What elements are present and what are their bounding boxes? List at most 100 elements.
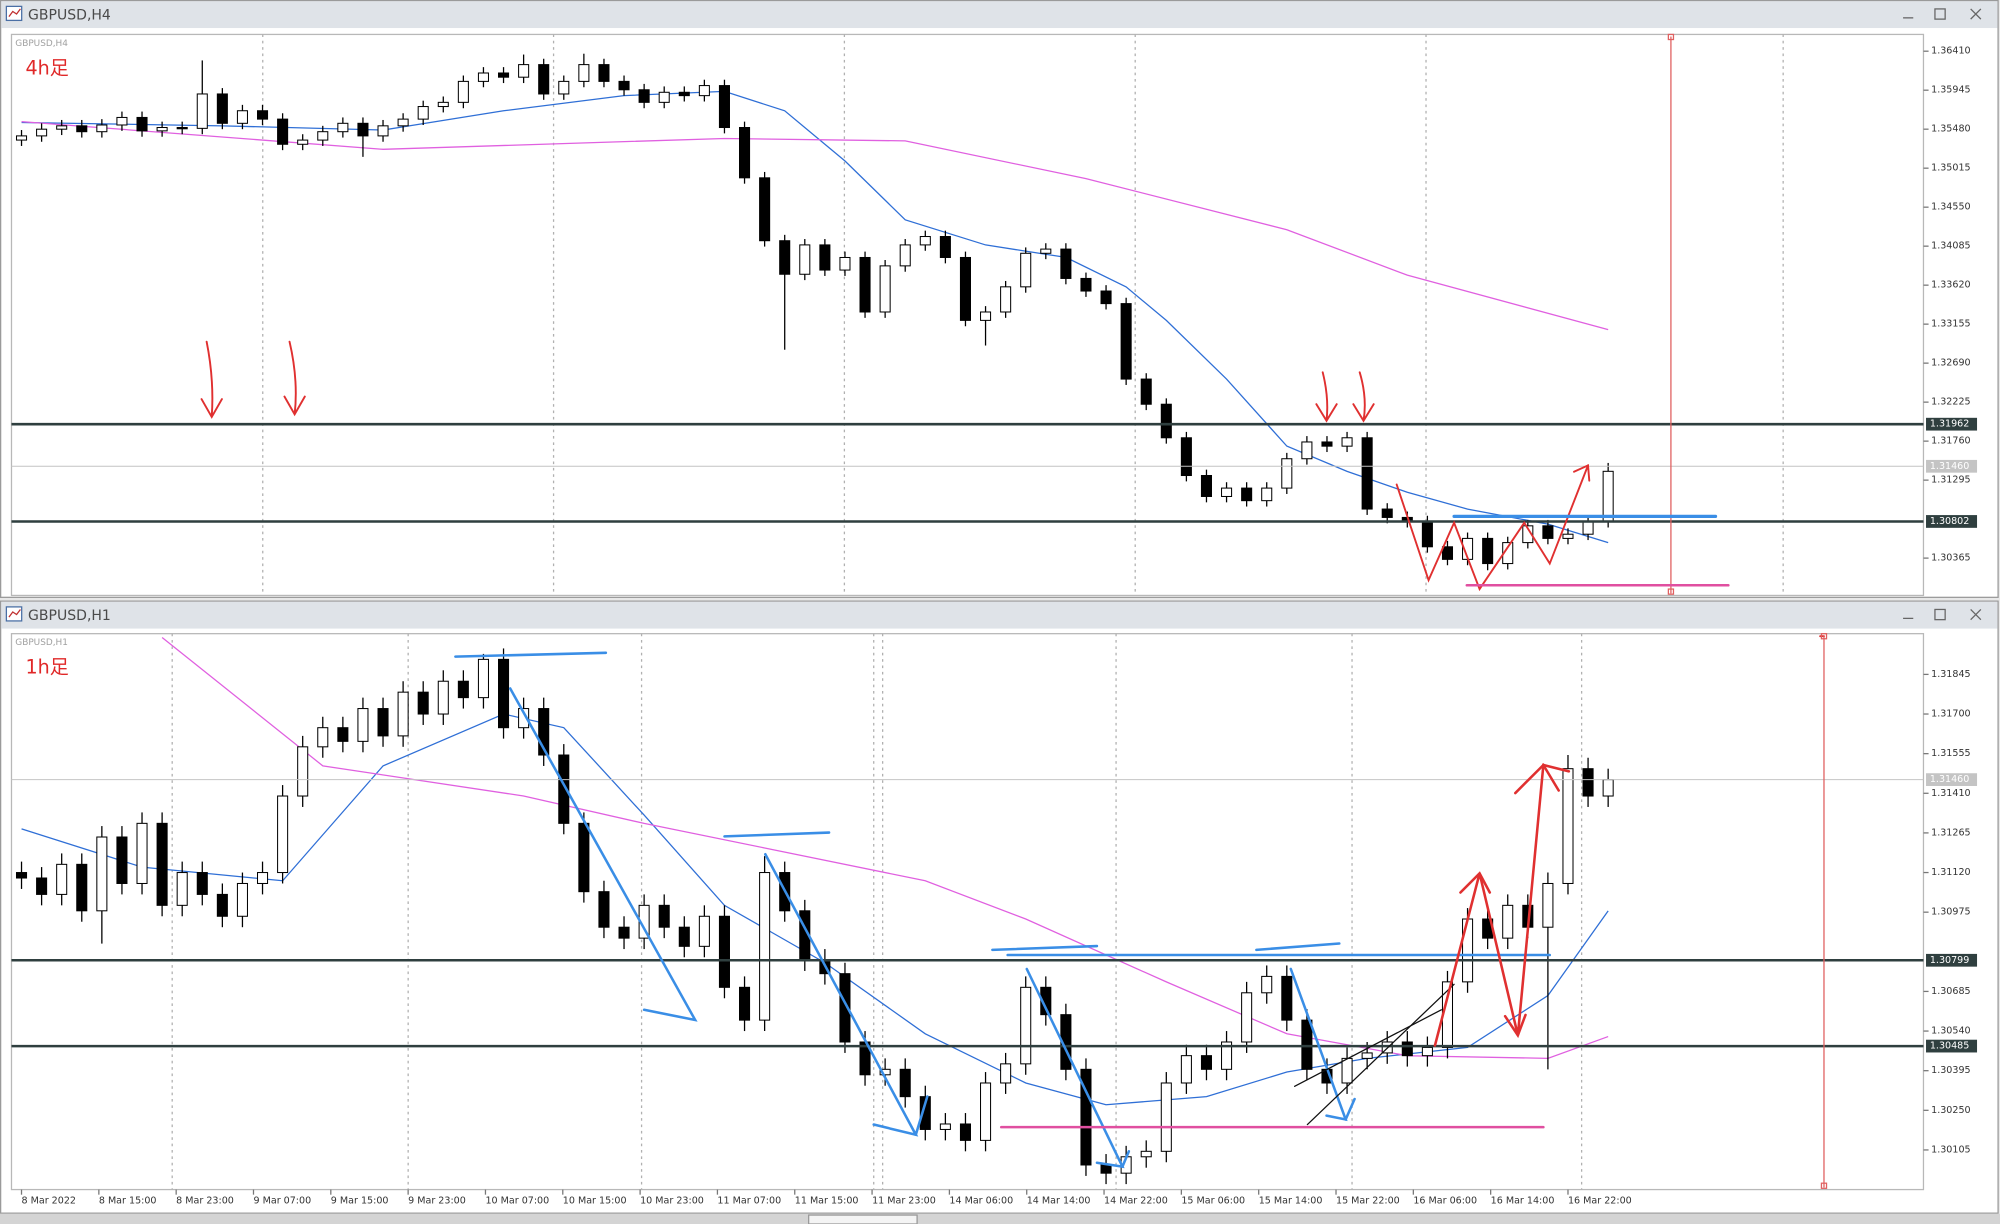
candle-body [1562, 533, 1574, 539]
symbol-label: GBPUSD,H1 [15, 638, 68, 648]
window-title: GBPUSD,H4 [28, 7, 111, 23]
candle-body [1100, 1164, 1112, 1174]
x-tick-label: 8 Mar 2022 [22, 1196, 76, 1207]
candle-body [1000, 1063, 1012, 1084]
candle-body [1040, 248, 1052, 254]
y-tick-label: 1.31120 [1931, 867, 1970, 878]
candle-body [1421, 521, 1433, 548]
price-label: 1.31460 [1930, 461, 1969, 472]
candle-body [1522, 525, 1534, 544]
candle-body [1200, 1055, 1213, 1070]
candle-body [15, 135, 28, 141]
candle-body [1361, 1052, 1373, 1059]
candle-body [718, 915, 730, 988]
candle-body [277, 795, 289, 874]
title-bar[interactable] [1, 601, 1998, 629]
candle-body [277, 118, 289, 145]
candle-body [56, 125, 68, 130]
candle-body [357, 708, 369, 742]
candle-body [236, 110, 248, 124]
candle-body [739, 986, 751, 1021]
candle-body [980, 1082, 992, 1141]
tab[interactable] [808, 1214, 918, 1224]
candle-body [377, 708, 389, 737]
candle-body [819, 244, 831, 271]
candle-body [618, 80, 630, 91]
candle-body [1200, 475, 1213, 497]
candle-body [498, 658, 510, 729]
candle-body [477, 72, 489, 82]
price-label-box [1926, 953, 1978, 967]
candle-body [1482, 537, 1494, 565]
candle-body [1381, 508, 1393, 518]
y-tick-label: 1.34085 [1931, 241, 1970, 252]
tab-bar[interactable] [0, 1213, 2000, 1224]
candle-body [297, 746, 309, 797]
y-tick-label: 1.31700 [1931, 709, 1970, 720]
candle-body [1321, 441, 1333, 447]
y-tick-label: 1.31410 [1931, 788, 1970, 799]
y-tick-label: 1.33620 [1931, 280, 1970, 291]
moving-average [21, 713, 1609, 1106]
candle-body [1221, 487, 1233, 497]
candle-body [116, 116, 128, 126]
candle-body [1080, 277, 1092, 292]
candle-body [1180, 1055, 1192, 1084]
candle-body [196, 872, 208, 895]
candle-body [1602, 470, 1614, 523]
candle-body [1241, 487, 1253, 502]
window-buttons[interactable] [1903, 608, 1982, 621]
candle-body [1281, 975, 1293, 1021]
candle-body [1582, 521, 1594, 535]
candle-body [1261, 487, 1273, 502]
x-tick-label: 14 Mar 14:00 [1027, 1196, 1091, 1207]
candle-body [357, 122, 369, 137]
candle-body [1421, 1046, 1433, 1057]
y-tick-label: 1.31555 [1931, 748, 1970, 759]
window-buttons[interactable] [1903, 8, 1982, 20]
candle-body [1040, 986, 1052, 1016]
candle-body [377, 125, 389, 137]
candle-body [1301, 1019, 1313, 1070]
candle-body [1602, 779, 1614, 797]
candle-body [839, 973, 851, 1043]
candle-body [1221, 1041, 1233, 1070]
x-tick-label: 9 Mar 23:00 [408, 1196, 466, 1207]
price-label-box [1926, 417, 1978, 431]
x-tick-label: 8 Mar 15:00 [99, 1196, 157, 1207]
candle-body [879, 265, 891, 313]
candle-body [317, 727, 329, 748]
candle-body [598, 64, 610, 82]
price-label-box [1926, 773, 1978, 786]
x-tick-label: 10 Mar 15:00 [563, 1196, 627, 1207]
candle-body [919, 1096, 931, 1130]
candle-body [578, 822, 590, 893]
candle-body [939, 1123, 951, 1130]
candle-body [799, 244, 811, 275]
candle-body [397, 118, 409, 127]
candle-body [176, 126, 188, 130]
candle-body [678, 91, 690, 97]
window-icon [5, 606, 23, 622]
candle-body [578, 64, 590, 82]
candle-body [638, 89, 650, 103]
candle-body [899, 244, 911, 267]
candle-body [317, 131, 329, 141]
y-tick-label: 1.30685 [1931, 986, 1970, 997]
candle-body [1000, 286, 1012, 313]
y-tick-label: 1.31265 [1931, 827, 1970, 838]
x-tick-label: 11 Mar 23:00 [872, 1196, 936, 1207]
y-tick-label: 1.33155 [1931, 319, 1970, 330]
candle-body [779, 240, 791, 275]
candle-body [1502, 904, 1514, 939]
candle-body [518, 64, 530, 78]
candle-body [538, 64, 550, 95]
title-bar[interactable] [1, 1, 1998, 29]
candle-body [859, 256, 871, 313]
candle-body [397, 691, 409, 737]
candle-body [1080, 1068, 1092, 1166]
y-tick-label: 1.35945 [1931, 85, 1970, 96]
candle-body [116, 836, 128, 884]
candle-body [337, 727, 349, 742]
